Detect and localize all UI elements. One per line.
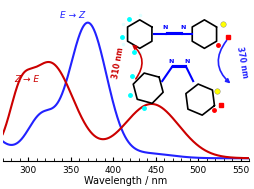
Text: E → Z: E → Z <box>60 11 85 20</box>
X-axis label: Wavelength / nm: Wavelength / nm <box>85 176 168 186</box>
Text: Z → E: Z → E <box>14 75 39 84</box>
